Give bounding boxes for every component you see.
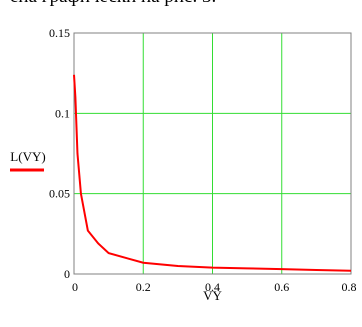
x-tick-labels: 0 0.2 0.4 0.6 0.8 [72, 280, 357, 294]
y-axis-label: L(VY) [10, 149, 45, 164]
series-line [73, 74, 352, 272]
y-tick-label: 0.05 [49, 187, 70, 201]
x-tick-label: 0.4 [205, 280, 220, 294]
x-axis-label: VY [203, 288, 222, 303]
x-tick-label: 0.2 [136, 280, 151, 294]
series-group [73, 74, 352, 272]
x-tick-label: 0.8 [342, 280, 357, 294]
plot-frame [73, 32, 352, 275]
x-tick-label: 0 [72, 280, 78, 294]
y-tick-label: 0.1 [55, 106, 70, 120]
grid [73, 32, 352, 275]
y-tick-labels: 0 0.05 0.1 0.15 [49, 26, 70, 281]
x-tick-label: 0.6 [274, 280, 289, 294]
y-tick-label: 0 [64, 267, 70, 281]
caption-text: ена графически на рис. 3. [10, 0, 216, 8]
y-tick-label: 0.15 [49, 26, 70, 40]
